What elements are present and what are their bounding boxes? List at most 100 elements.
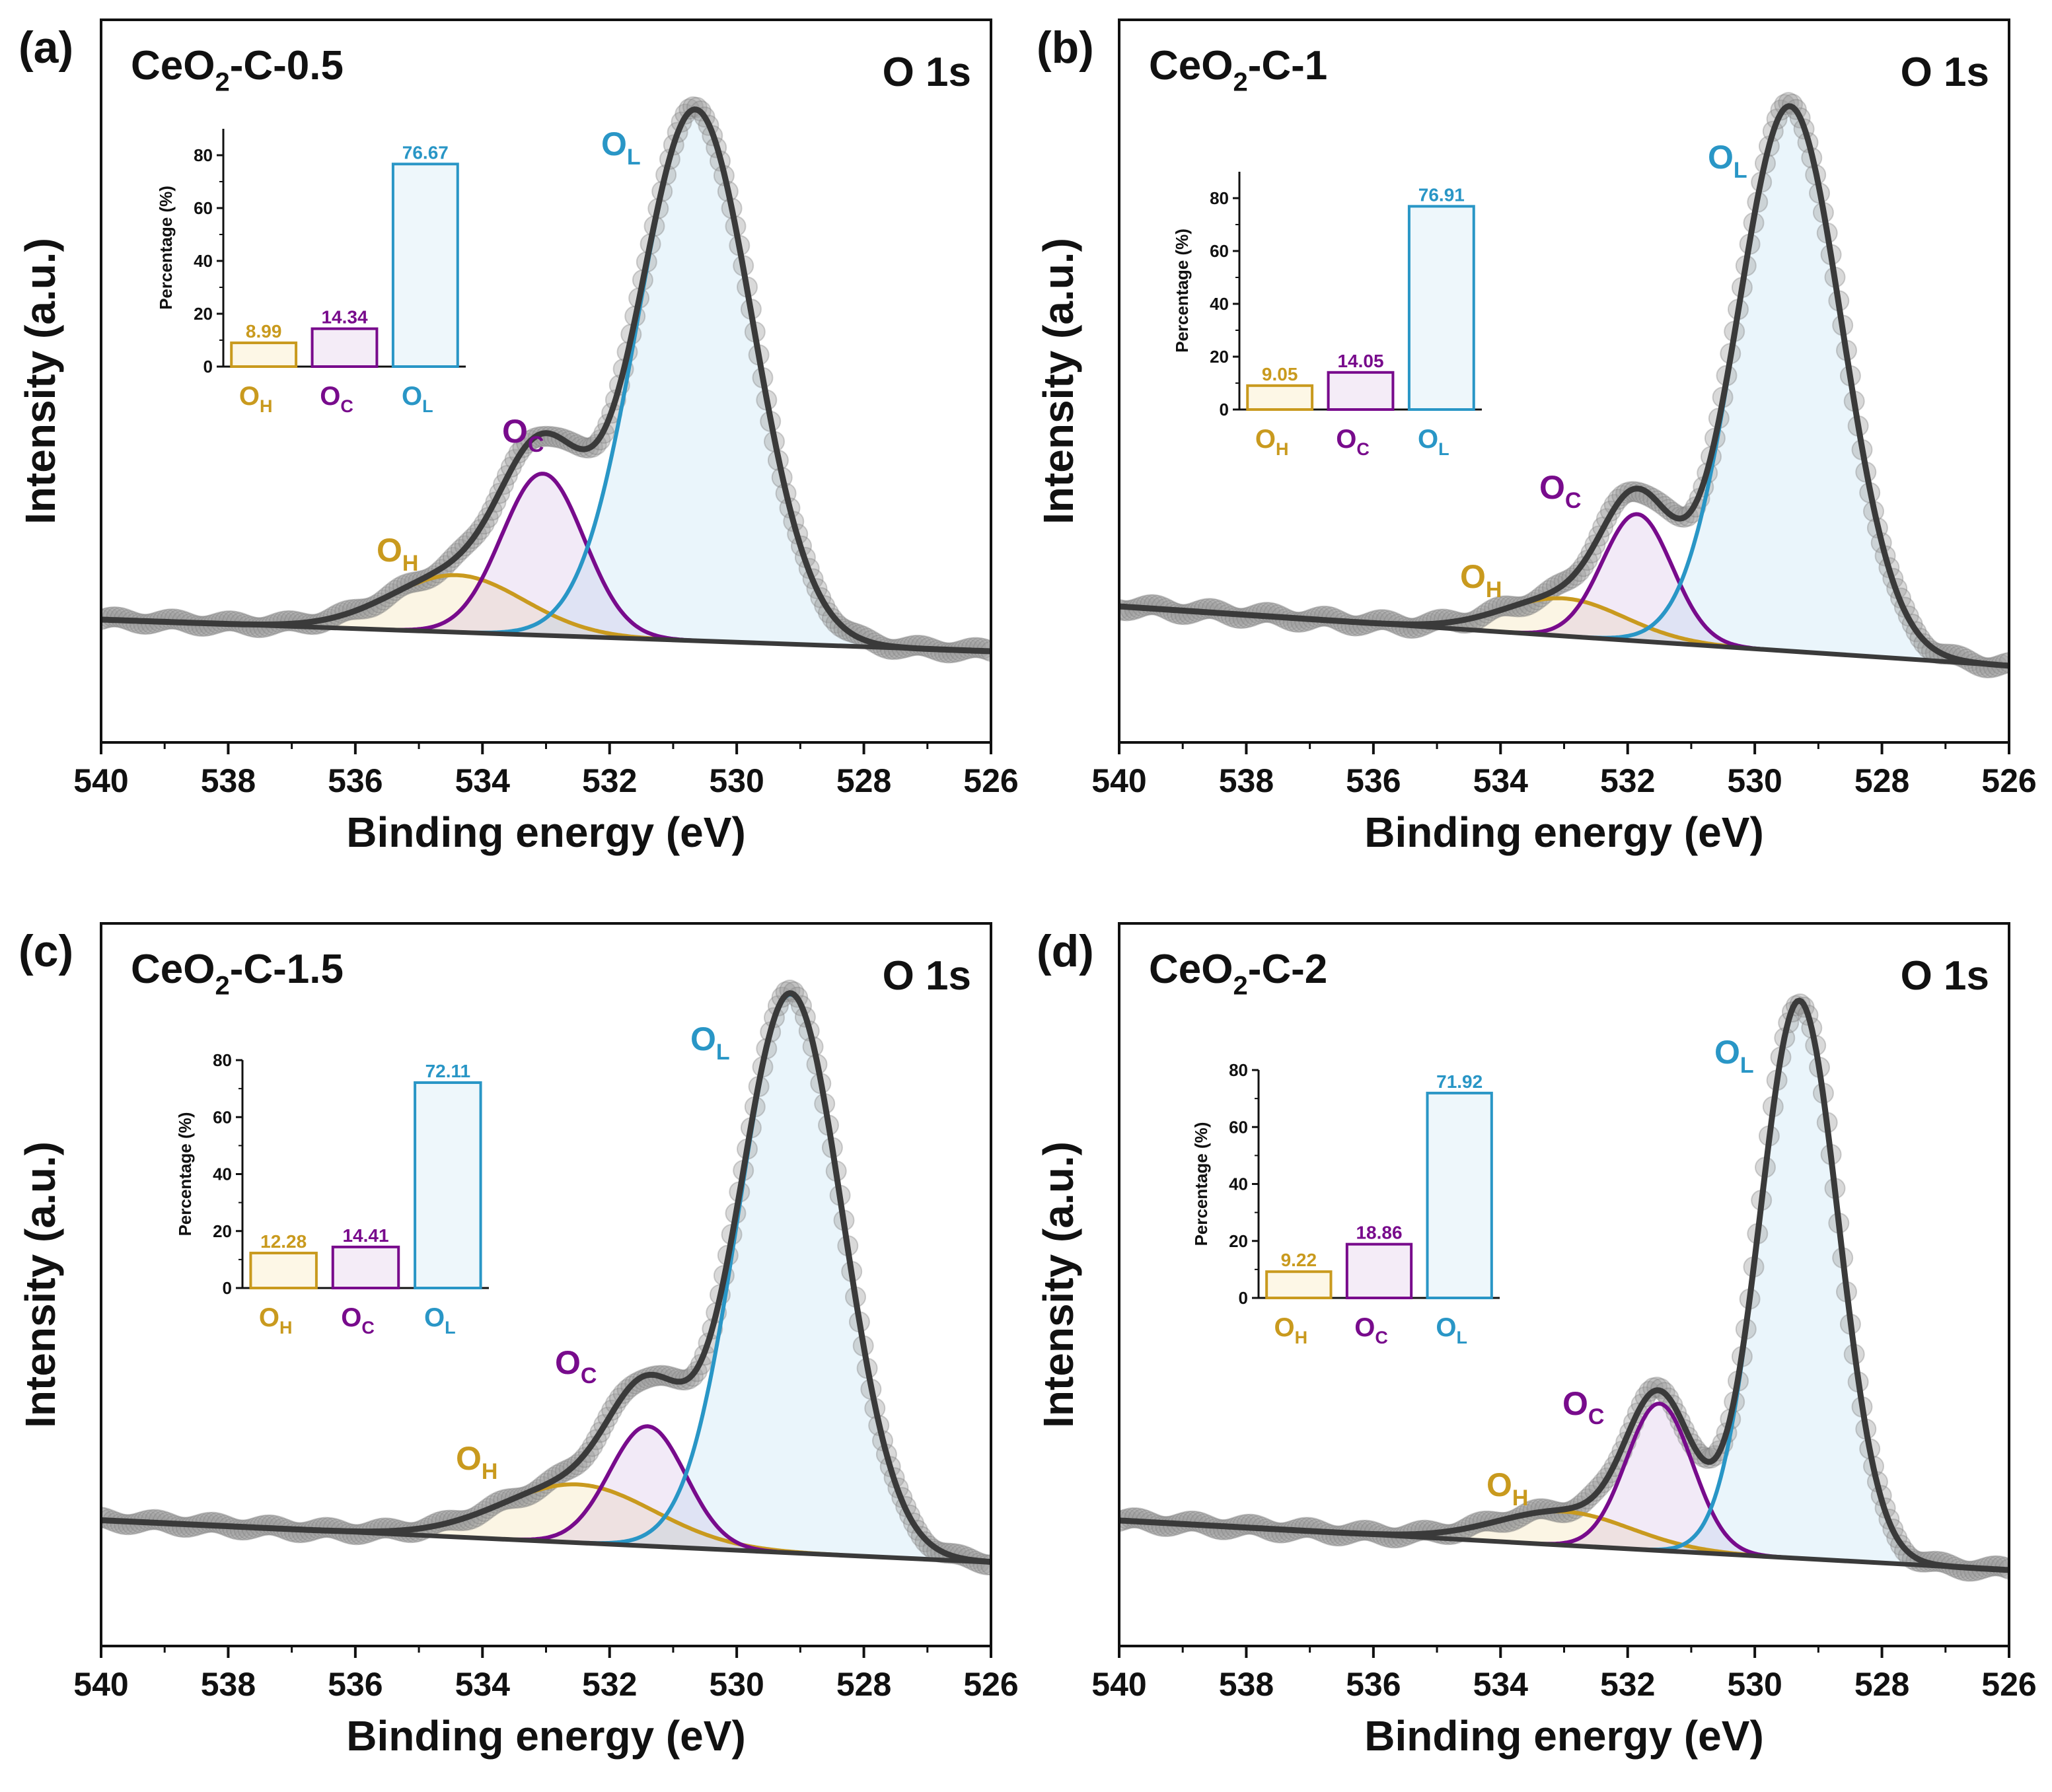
x-tick-label: 536 bbox=[328, 1666, 383, 1703]
inset-bar-OH bbox=[249, 1252, 318, 1289]
inset-category-OL: OL bbox=[1418, 425, 1449, 459]
component-fill-OL bbox=[1119, 106, 2009, 666]
component-fill-OC bbox=[101, 474, 991, 651]
peak-label-OH: OH bbox=[1486, 1466, 1528, 1511]
inset-y-tick-label: 80 bbox=[213, 1050, 232, 1070]
x-tick-label: 538 bbox=[1219, 762, 1274, 799]
inset-category-OL: OL bbox=[402, 382, 433, 416]
plot-area bbox=[101, 96, 991, 664]
x-tick-label: 532 bbox=[582, 1666, 637, 1703]
panel-c: 540 538 536 534 532 530 528 526 Binding energy (… bbox=[17, 922, 1019, 1760]
inset-y-tick-label: 20 bbox=[213, 1221, 232, 1241]
inset-y-tick-label: 40 bbox=[213, 1165, 232, 1184]
inset-y-label: Percentage (%) bbox=[1191, 1122, 1211, 1246]
x-tick-label: 538 bbox=[201, 762, 256, 799]
x-tick-label: 528 bbox=[1854, 1666, 1909, 1703]
plot-area bbox=[1119, 92, 2009, 678]
x-axis-label: Binding energy (eV) bbox=[1364, 808, 1764, 856]
inset-bar-value-OL: 76.67 bbox=[402, 142, 449, 162]
inset-y-tick-label: 0 bbox=[1239, 1288, 1248, 1308]
inset-y-tick-label: 20 bbox=[194, 304, 213, 324]
x-tick-label: 538 bbox=[1219, 1666, 1274, 1703]
peak-label-OL: OL bbox=[1714, 1034, 1754, 1078]
x-tick-label: 530 bbox=[709, 762, 764, 799]
x-tick-label: 526 bbox=[1981, 1666, 2036, 1703]
peak-label-OC: OC bbox=[1562, 1385, 1604, 1429]
x-tick-label: 534 bbox=[1473, 1666, 1529, 1703]
x-tick-label: 534 bbox=[455, 762, 511, 799]
sample-name: CeO2-C-0.5 bbox=[131, 43, 344, 96]
fit-envelope bbox=[1119, 103, 2009, 669]
inset-bar-chart: 0 20 40 60 80 Percentage (%) 9.22 OH 18.86 OC 71.9… bbox=[1191, 1060, 1500, 1347]
inset-y-tick-label: 0 bbox=[203, 357, 213, 376]
plot-area bbox=[101, 980, 991, 1576]
y-axis-label: Intensity (a.u.) bbox=[17, 1141, 64, 1428]
inset-bar-OL bbox=[414, 1081, 482, 1289]
inset-bar-OL bbox=[391, 162, 459, 368]
inset-category-OH: OH bbox=[239, 382, 273, 416]
x-tick-label: 534 bbox=[1473, 762, 1529, 799]
inset-bar-OC bbox=[311, 327, 379, 369]
panel-tag: (d) bbox=[1037, 926, 1094, 976]
core-level-label: O 1s bbox=[1901, 50, 1989, 95]
x-tick-label: 532 bbox=[582, 762, 637, 799]
panel-d: 540 538 536 534 532 530 528 526 Binding energy (… bbox=[1035, 922, 2037, 1760]
inset-bar-chart: 0 20 40 60 80 Percentage (%) 12.28 OH 14.41 OC 72.… bbox=[175, 1050, 489, 1338]
inset-category-OC: OC bbox=[1354, 1313, 1388, 1347]
x-tick-label: 530 bbox=[1727, 1666, 1782, 1703]
x-axis-label: Binding energy (eV) bbox=[1364, 1712, 1764, 1760]
component-fill-OL bbox=[101, 994, 991, 1563]
inset-category-OH: OH bbox=[1274, 1313, 1308, 1347]
component-fill-OH bbox=[101, 1484, 991, 1563]
x-tick-label: 526 bbox=[1981, 762, 2036, 799]
panel-a: 540 538 536 534 532 530 528 526 Binding energy (… bbox=[17, 18, 1019, 856]
inset-bar-chart: 0 20 40 60 80 Percentage (%) 9.05 OH 14.05 OC 76.9… bbox=[1172, 172, 1482, 459]
inset-bar-OH bbox=[1265, 1270, 1333, 1300]
x-tick-label: 526 bbox=[963, 762, 1018, 799]
inset-bar-value-OC: 14.34 bbox=[321, 307, 367, 328]
inset-bar-chart: 0 20 40 60 80 Percentage (%) 8.99 OH 14.34 OC 76.6… bbox=[156, 129, 466, 416]
inset-bar-OC bbox=[1327, 371, 1395, 411]
peak-label-OC: OC bbox=[1539, 469, 1581, 513]
x-tick-label: 540 bbox=[1091, 1666, 1146, 1703]
y-axis-label: Intensity (a.u.) bbox=[17, 238, 64, 524]
peak-label-OH: OH bbox=[1460, 558, 1502, 602]
x-tick-label: 534 bbox=[455, 1666, 511, 1703]
inset-bar-value-OH: 9.05 bbox=[1262, 364, 1298, 384]
inset-category-OC: OC bbox=[320, 382, 353, 416]
component-fill-OL bbox=[1119, 1001, 2009, 1570]
inset-y-tick-label: 60 bbox=[1229, 1117, 1248, 1137]
inset-y-tick-label: 60 bbox=[194, 198, 213, 218]
peak-label-OL: OL bbox=[1708, 139, 1747, 183]
panel-tag: (b) bbox=[1037, 22, 1094, 73]
inset-bar-OC bbox=[331, 1245, 400, 1290]
sample-name: CeO2-C-1 bbox=[1149, 43, 1327, 96]
inset-bar-value-OL: 76.91 bbox=[1418, 184, 1465, 205]
peak-label-OC: OC bbox=[502, 413, 544, 457]
peak-label-OC: OC bbox=[555, 1344, 597, 1388]
inset-bar-value-OC: 18.86 bbox=[1356, 1223, 1402, 1243]
inset-y-tick-label: 80 bbox=[1210, 188, 1229, 208]
x-tick-label: 536 bbox=[1346, 762, 1401, 799]
x-tick-label: 526 bbox=[963, 1666, 1018, 1703]
inset-bar-value-OC: 14.05 bbox=[1337, 351, 1383, 371]
x-tick-label: 540 bbox=[73, 762, 128, 799]
inset-bar-value-OH: 12.28 bbox=[260, 1231, 307, 1252]
peak-label-OL: OL bbox=[601, 125, 641, 170]
x-tick-label: 536 bbox=[328, 762, 383, 799]
inset-category-OH: OH bbox=[259, 1303, 293, 1338]
x-tick-label: 536 bbox=[1346, 1666, 1401, 1703]
inset-y-tick-label: 20 bbox=[1210, 347, 1229, 367]
inset-y-tick-label: 20 bbox=[1229, 1231, 1248, 1251]
inset-y-tick-label: 40 bbox=[1210, 294, 1229, 314]
inset-y-tick-label: 60 bbox=[213, 1107, 232, 1127]
component-fill-OH bbox=[1119, 598, 2009, 666]
data-point bbox=[1774, 94, 1796, 116]
x-tick-label: 528 bbox=[836, 762, 891, 799]
sample-name: CeO2-C-1.5 bbox=[131, 947, 344, 1000]
x-tick-label: 528 bbox=[1854, 762, 1909, 799]
plot-area bbox=[1119, 993, 2009, 1582]
fit-envelope bbox=[101, 106, 991, 655]
panel-b: 540 538 536 534 532 530 528 526 Binding energy (… bbox=[1035, 18, 2037, 856]
